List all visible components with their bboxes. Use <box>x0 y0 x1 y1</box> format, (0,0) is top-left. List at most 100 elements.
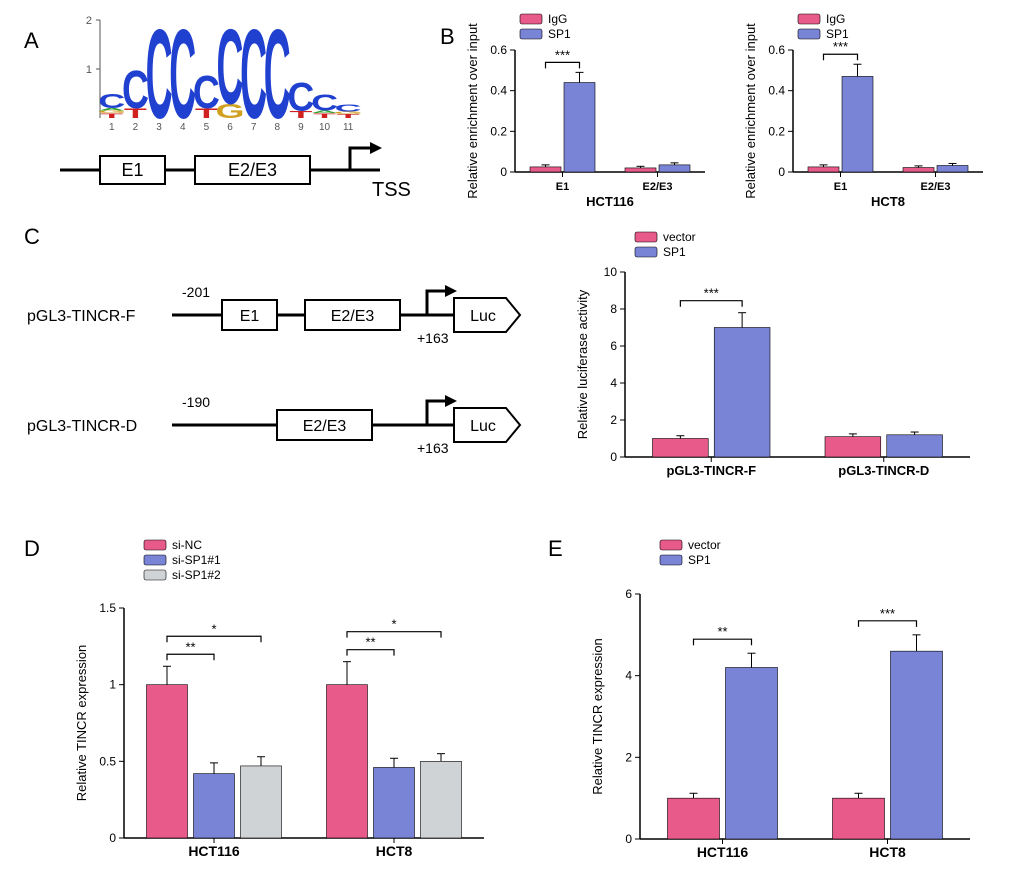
svg-text:IgG: IgG <box>548 12 567 26</box>
svg-text:8: 8 <box>610 302 617 316</box>
svg-text:0.2: 0.2 <box>768 124 785 138</box>
svg-text:Relative TINCR expression: Relative TINCR expression <box>590 638 605 795</box>
svg-text:SP1: SP1 <box>663 245 686 259</box>
svg-text:Luc: Luc <box>470 308 496 325</box>
svg-text:0.6: 0.6 <box>490 43 507 57</box>
svg-text:0: 0 <box>610 450 617 464</box>
svg-text:C: C <box>169 14 196 134</box>
svg-text:vector: vector <box>688 538 721 552</box>
svg-text:10: 10 <box>319 122 331 133</box>
svg-text:2: 2 <box>133 122 139 133</box>
svg-text:0.4: 0.4 <box>768 84 785 98</box>
panel-label-b: B <box>440 24 455 50</box>
svg-text:si-SP1#2: si-SP1#2 <box>172 568 221 582</box>
svg-text:0: 0 <box>778 165 785 179</box>
svg-text:pGL3-TINCR-F: pGL3-TINCR-F <box>666 463 756 478</box>
svg-text:E1: E1 <box>121 160 143 180</box>
svg-text:C: C <box>335 102 362 113</box>
svg-text:HCT8: HCT8 <box>376 843 413 859</box>
construct-diagrams: pGL3-TINCR-F -201 +163 E1 E2/E3 Luc pGL3-TINCR… <box>22 255 542 485</box>
svg-text:Luc: Luc <box>470 418 496 435</box>
svg-text:SP1: SP1 <box>548 27 571 41</box>
svg-text:TSS: TSS <box>372 179 411 201</box>
svg-text:*: * <box>391 617 396 632</box>
svg-text:0.4: 0.4 <box>490 84 507 98</box>
svg-text:E2/E3: E2/E3 <box>643 181 673 193</box>
svg-text:6: 6 <box>625 587 632 601</box>
svg-text:-201: -201 <box>182 284 210 300</box>
chart-d-tincr: si-NCsi-SP1#1si-SP1#2 0 0.5 1 1.5 Relative TI… <box>44 536 514 881</box>
chart-c-luciferase: vectorSP1 0 2 4 6 8 10 Relative luciferase acti… <box>555 230 1000 500</box>
svg-text:**: ** <box>365 635 375 650</box>
svg-text:8: 8 <box>274 122 280 133</box>
svg-text:Relative luciferase activity: Relative luciferase activity <box>575 289 590 439</box>
svg-text:4: 4 <box>610 376 617 390</box>
svg-text:4: 4 <box>625 669 632 683</box>
chart-b-hct116: IgGSP1 0 0.2 0.4 0.6 Relative enrichment over… <box>460 10 725 210</box>
svg-text:1: 1 <box>109 678 116 692</box>
svg-text:**: ** <box>717 624 727 639</box>
panel-label-d: D <box>24 536 40 562</box>
svg-text:si-NC: si-NC <box>172 538 202 552</box>
svg-text:Relative enrichment over input: Relative enrichment over input <box>465 23 480 199</box>
svg-text:7: 7 <box>251 122 257 133</box>
svg-text:2: 2 <box>625 750 632 764</box>
svg-text:1: 1 <box>86 64 92 76</box>
svg-text:E2/E3: E2/E3 <box>228 160 277 180</box>
svg-text:pGL3-TINCR-D: pGL3-TINCR-D <box>27 418 137 435</box>
svg-text:9: 9 <box>298 122 304 133</box>
svg-text:HCT8: HCT8 <box>871 194 905 209</box>
svg-text:+163: +163 <box>417 330 449 346</box>
svg-text:***: *** <box>555 47 570 62</box>
svg-text:6: 6 <box>610 339 617 353</box>
sequence-logo: 12TGAC1TC2C3C4TC5GC6C7C8TC9TAC10TGC11 <box>60 14 400 134</box>
svg-text:3: 3 <box>156 122 162 133</box>
svg-text:2: 2 <box>610 413 617 427</box>
svg-text:E1: E1 <box>240 308 260 325</box>
promoter-diagram: E1 E2/E3 TSS <box>50 140 430 210</box>
svg-text:C: C <box>98 91 125 113</box>
svg-text:1.5: 1.5 <box>99 601 116 615</box>
svg-text:6: 6 <box>227 122 233 133</box>
svg-text:HCT116: HCT116 <box>697 844 749 860</box>
figure-root: A B C D E 12TGAC1TC2C3C4TC5GC6C7C8TC9TAC… <box>0 0 1020 893</box>
svg-text:4: 4 <box>180 122 186 133</box>
svg-text:pGL3-TINCR-D: pGL3-TINCR-D <box>838 463 929 478</box>
svg-text:E2/E3: E2/E3 <box>921 181 951 193</box>
svg-text:5: 5 <box>204 122 210 133</box>
svg-text:0: 0 <box>625 832 632 846</box>
chart-b-hct8: IgGSP100.20.40.6Relative enrichment over… <box>738 10 1003 210</box>
svg-text:IgG: IgG <box>826 12 845 26</box>
svg-text:E1: E1 <box>834 181 847 193</box>
svg-text:*: * <box>211 621 216 636</box>
svg-text:vector: vector <box>663 230 696 244</box>
svg-text:E2/E3: E2/E3 <box>331 308 375 325</box>
svg-text:10: 10 <box>604 265 618 279</box>
svg-text:C: C <box>264 14 291 134</box>
panel-label-c: C <box>24 224 40 250</box>
chart-e-tincr: vectorSP10246Relative TINCR expressionHC… <box>560 536 1000 881</box>
svg-text:***: *** <box>704 286 719 301</box>
svg-text:-190: -190 <box>182 394 210 410</box>
svg-text:11: 11 <box>343 122 354 133</box>
svg-text:**: ** <box>185 639 195 654</box>
svg-text:Relative enrichment over input: Relative enrichment over input <box>743 23 758 199</box>
svg-text:Relative TINCR expression: Relative TINCR expression <box>74 645 89 802</box>
svg-text:0.6: 0.6 <box>768 43 785 57</box>
svg-text:HCT116: HCT116 <box>188 843 240 859</box>
svg-text:E2/E3: E2/E3 <box>303 418 347 435</box>
svg-text:+163: +163 <box>417 440 449 456</box>
svg-text:1: 1 <box>109 122 115 133</box>
svg-text:pGL3-TINCR-F: pGL3-TINCR-F <box>27 308 136 325</box>
svg-text:***: *** <box>833 39 848 54</box>
svg-text:2: 2 <box>86 15 92 27</box>
svg-text:0: 0 <box>109 831 116 845</box>
svg-text:0: 0 <box>500 165 507 179</box>
panel-label-a: A <box>24 28 39 54</box>
svg-text:0.2: 0.2 <box>490 124 507 138</box>
svg-text:HCT8: HCT8 <box>869 844 906 860</box>
svg-text:C: C <box>287 75 314 120</box>
svg-text:0.5: 0.5 <box>99 754 116 768</box>
svg-text:si-SP1#1: si-SP1#1 <box>172 553 221 567</box>
svg-text:***: *** <box>880 606 895 621</box>
